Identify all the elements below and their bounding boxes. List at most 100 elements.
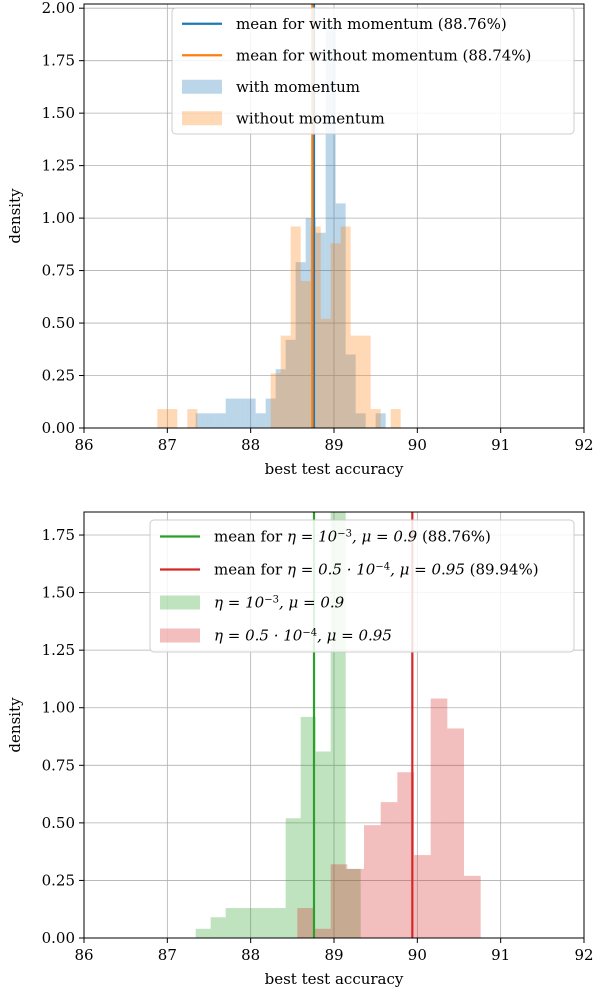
legend-patch-swatch bbox=[160, 595, 200, 610]
histogram-bar bbox=[205, 413, 216, 428]
x-tick-label: 90 bbox=[408, 946, 427, 964]
histogram-bar bbox=[320, 318, 331, 428]
legend-label: without momentum bbox=[236, 109, 385, 127]
legend-label-part: −3 bbox=[337, 528, 352, 539]
x-tick-label: 86 bbox=[74, 436, 93, 454]
y-tick-label: 0.25 bbox=[42, 367, 75, 385]
x-tick-label: 88 bbox=[241, 436, 260, 454]
series-1 bbox=[297, 698, 481, 938]
y-tick-label: 1.00 bbox=[42, 699, 75, 717]
histogram-bar bbox=[255, 413, 266, 428]
legend-label-part: η = 0.5 · 10 bbox=[287, 561, 376, 579]
histogram-bar bbox=[360, 335, 371, 428]
histogram-bar bbox=[235, 398, 246, 428]
legend-label-part: (88.76%) bbox=[417, 528, 491, 546]
legend-box bbox=[149, 519, 575, 653]
histogram-bar bbox=[397, 772, 414, 938]
y-tick-label: 1.25 bbox=[42, 157, 75, 175]
histogram-bar bbox=[414, 855, 431, 938]
y-tick-label: 1.75 bbox=[42, 526, 75, 544]
legend-label: η = 10−3, μ = 0.9 bbox=[214, 594, 345, 612]
histogram-bar bbox=[270, 908, 286, 938]
histogram-bar bbox=[355, 413, 366, 428]
histogram-bar bbox=[187, 409, 198, 428]
legend-label-part: , μ = 0.95 bbox=[317, 627, 392, 645]
x-tick-label: 92 bbox=[574, 436, 593, 454]
legend-patch-swatch bbox=[182, 79, 222, 94]
histogram-bar bbox=[265, 398, 276, 428]
y-tick-label: 1.50 bbox=[42, 584, 75, 602]
x-tick-label: 89 bbox=[324, 436, 343, 454]
histogram-bar bbox=[240, 908, 256, 938]
x-tick-label: 92 bbox=[574, 946, 593, 964]
legend-label-part: , μ = 0.9 bbox=[352, 528, 418, 546]
series-0 bbox=[195, 22, 386, 429]
histogram-bar bbox=[335, 203, 346, 428]
histogram-bar bbox=[215, 413, 226, 428]
histogram-bar bbox=[430, 698, 448, 938]
histogram-bar bbox=[245, 398, 256, 428]
legend-label-part: η = 10 bbox=[287, 528, 338, 546]
histogram-bar bbox=[255, 908, 271, 938]
histogram-bar bbox=[225, 908, 241, 938]
y-axis-label: density bbox=[6, 697, 24, 753]
histogram-bar bbox=[370, 409, 381, 428]
legend-label-part: η = 10 bbox=[214, 594, 265, 612]
histogram-bar bbox=[364, 825, 381, 938]
histogram-bar bbox=[275, 369, 286, 428]
x-axis-label: best test accuracy bbox=[265, 460, 404, 478]
legend-label-part: −3 bbox=[264, 594, 279, 605]
histogram-bar bbox=[330, 243, 341, 428]
histogram-bar bbox=[375, 413, 386, 428]
legend: mean for with momentum (88.76%) mean for … bbox=[171, 7, 575, 135]
histogram-bar bbox=[285, 339, 296, 428]
y-axis-label: density bbox=[6, 188, 24, 244]
series-1 bbox=[157, 226, 401, 428]
histogram-bar bbox=[157, 409, 168, 428]
y-tick-label: 0.50 bbox=[42, 814, 75, 832]
legend-label-part: −4 bbox=[375, 561, 390, 572]
histogram-bar bbox=[210, 917, 226, 938]
y-tick-label: 1.00 bbox=[42, 209, 75, 227]
histogram-bar bbox=[270, 373, 281, 428]
y-tick-label: 0.25 bbox=[42, 871, 75, 889]
legend-label-part: η = 0.5 · 10 bbox=[214, 627, 303, 645]
histogram-bar bbox=[315, 751, 331, 938]
histogram-bar bbox=[167, 409, 178, 428]
histogram-bar bbox=[280, 335, 291, 428]
legend-label: mean for η = 10−3, μ = 0.9 (88.76%) bbox=[214, 528, 491, 546]
y-tick-label: 0.50 bbox=[42, 314, 75, 332]
histogram-bar bbox=[345, 354, 356, 428]
y-tick-label: 0.75 bbox=[42, 756, 75, 774]
chart-top: 86 87 88 89 90 91 92 0.00 0.25 0.50 0.75 1.00 1.25 1.… bbox=[6, 0, 594, 478]
histogram-bar bbox=[464, 875, 481, 938]
histogram-bar bbox=[390, 409, 401, 428]
legend-label-part: , μ = 0.95 bbox=[390, 561, 465, 579]
histogram-bar bbox=[315, 232, 326, 428]
histogram-bar bbox=[285, 818, 301, 938]
x-tick-label: 89 bbox=[324, 946, 343, 964]
legend-label-part: mean for bbox=[214, 528, 287, 546]
x-tick-label: 91 bbox=[491, 436, 510, 454]
histogram-bar bbox=[380, 802, 398, 938]
histogram-bar bbox=[340, 226, 351, 428]
legend-label: η = 0.5 · 10−4, μ = 0.95 bbox=[214, 627, 392, 645]
histogram-bar bbox=[310, 226, 321, 428]
legend-label-part: (89.94%) bbox=[465, 561, 539, 579]
x-tick-label: 86 bbox=[74, 946, 93, 964]
legend-patch-swatch bbox=[182, 111, 222, 126]
x-axis-label: best test accuracy bbox=[265, 970, 404, 988]
x-tick-label: 91 bbox=[491, 946, 510, 964]
histogram-bar bbox=[195, 413, 206, 428]
x-tick-label: 87 bbox=[158, 946, 177, 964]
x-tick-label: 90 bbox=[408, 436, 427, 454]
y-tick-label: 1.50 bbox=[42, 104, 75, 122]
histogram-bar bbox=[347, 868, 364, 938]
legend-label: mean for η = 0.5 · 10−4, μ = 0.95 (89.94… bbox=[214, 561, 539, 579]
histogram-bar bbox=[350, 335, 361, 428]
histogram-bar bbox=[195, 928, 211, 938]
legend-label-part: −4 bbox=[302, 627, 317, 638]
histogram-bar bbox=[297, 908, 314, 938]
histogram-bar bbox=[325, 22, 336, 429]
